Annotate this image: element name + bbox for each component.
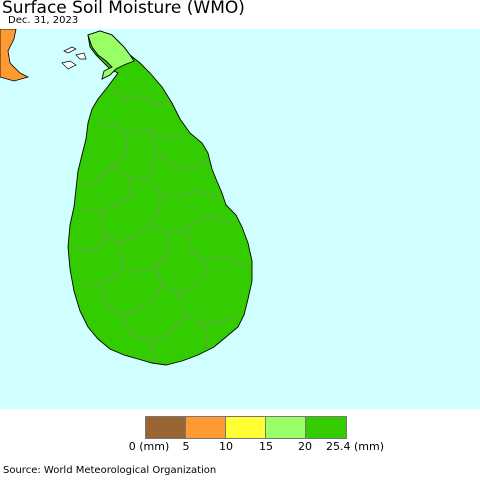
jaffna-peninsula <box>87 30 135 80</box>
legend-swatch-10-15 <box>226 417 266 438</box>
map-area <box>0 29 480 409</box>
color-legend <box>145 416 347 439</box>
legend-label-0: 0 (mm) <box>128 440 170 453</box>
map-date: Dec. 31, 2023 <box>8 15 79 26</box>
legend-swatch-20-25 <box>306 417 346 438</box>
district-boundaries <box>71 88 251 364</box>
legend-label-5: 5 <box>182 440 190 453</box>
sri-lanka-map <box>0 29 253 366</box>
legend-swatch-5-10 <box>186 417 226 438</box>
legend-label-25: 25.4 (mm) <box>325 440 385 453</box>
legend-label-10: 10 <box>219 440 233 453</box>
source-credit: Source: World Meteorological Organizatio… <box>3 465 217 476</box>
islands <box>61 46 87 70</box>
india-landmass <box>0 29 30 82</box>
legend-swatch-15-20 <box>266 417 306 438</box>
legend-swatch-0-5 <box>146 417 186 438</box>
legend-label-15: 15 <box>259 440 273 453</box>
legend-label-20: 20 <box>298 440 312 453</box>
map-title: Surface Soil Moisture (WMO) <box>2 0 245 18</box>
